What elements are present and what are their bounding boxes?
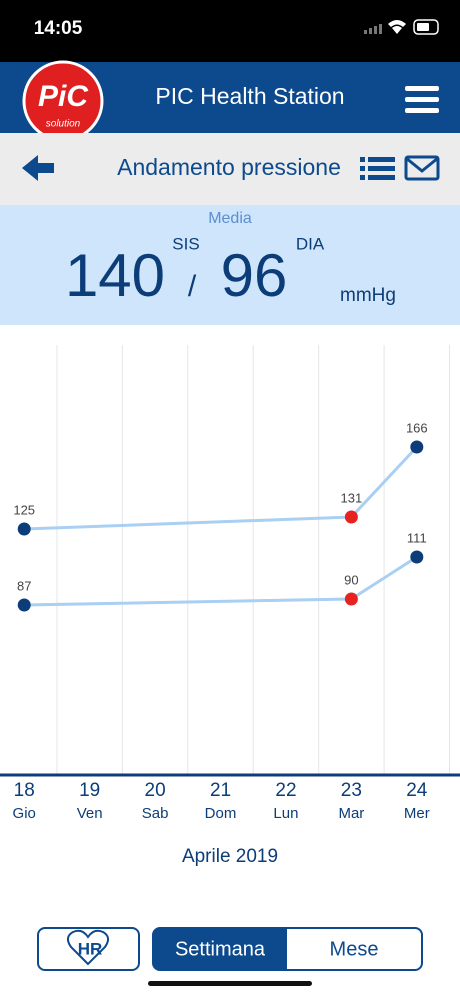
summary-label: Media: [208, 210, 252, 227]
header-title: PIC Health Station: [155, 83, 344, 109]
week-label: Settimana: [175, 938, 266, 960]
hr-button[interactable]: [37, 927, 140, 971]
dia-value: 96: [221, 242, 288, 309]
status-bar: [0, 0, 460, 62]
menu-button[interactable]: [405, 86, 439, 113]
data-label: 90: [344, 572, 358, 587]
x-tick-label: 22: [275, 780, 296, 801]
period-label: Aprile 2019: [182, 846, 278, 867]
x-tick-label: 23: [341, 780, 362, 801]
x-tick-sublabel: Dom: [205, 805, 237, 822]
status-icons: [364, 19, 439, 35]
x-tick-sublabel: Ven: [77, 805, 103, 822]
clock: 14:05: [34, 18, 83, 39]
x-tick-label: 20: [145, 780, 166, 801]
logo-subtext: solution: [46, 119, 81, 130]
sis-value: 140: [65, 242, 165, 309]
week-button[interactable]: [153, 928, 287, 970]
data-label: 166: [406, 420, 428, 435]
data-point: [410, 550, 424, 564]
data-point: [17, 598, 31, 612]
data-label: 87: [17, 578, 31, 593]
sis-label: SIS: [172, 234, 199, 253]
data-label: 111: [407, 530, 427, 545]
data-label: 125: [13, 502, 35, 517]
data-point: [410, 440, 424, 454]
list-button[interactable]: [360, 157, 395, 180]
x-tick-label: 21: [210, 780, 231, 801]
logo-text: PiC: [38, 80, 89, 113]
x-tick-sublabel: Mar: [338, 805, 364, 822]
dia-label: DIA: [296, 234, 325, 253]
heart-icon: [67, 929, 109, 966]
hr-label: HR: [78, 939, 103, 958]
back-button[interactable]: [22, 155, 54, 181]
series-line: [24, 445, 418, 531]
separator: /: [188, 270, 197, 303]
x-tick-sublabel: Lun: [273, 805, 298, 822]
chart: 18 Gio 19 Ven 20 Sab 21 Dom 22 Lun 23 Mar 24 Mer 125 13…: [13, 345, 451, 822]
data-point: [344, 592, 358, 606]
summary-panel: [0, 205, 460, 325]
unit: mmHg: [340, 285, 396, 306]
x-tick-sublabel: Sab: [142, 805, 169, 822]
x-tick-sublabel: Mer: [404, 805, 430, 822]
toolbar-title: Andamento pressione: [117, 154, 341, 180]
data-label: 131: [341, 490, 363, 505]
x-tick-label: 24: [406, 780, 428, 801]
x-tick-label: 18: [14, 780, 35, 801]
data-point: [344, 510, 358, 524]
month-label: Mese: [330, 938, 379, 960]
data-point: [17, 522, 31, 536]
mail-button[interactable]: [404, 155, 440, 181]
x-tick-sublabel: Gio: [13, 805, 36, 822]
x-tick-label: 19: [79, 780, 100, 801]
home-indicator: [148, 981, 312, 986]
